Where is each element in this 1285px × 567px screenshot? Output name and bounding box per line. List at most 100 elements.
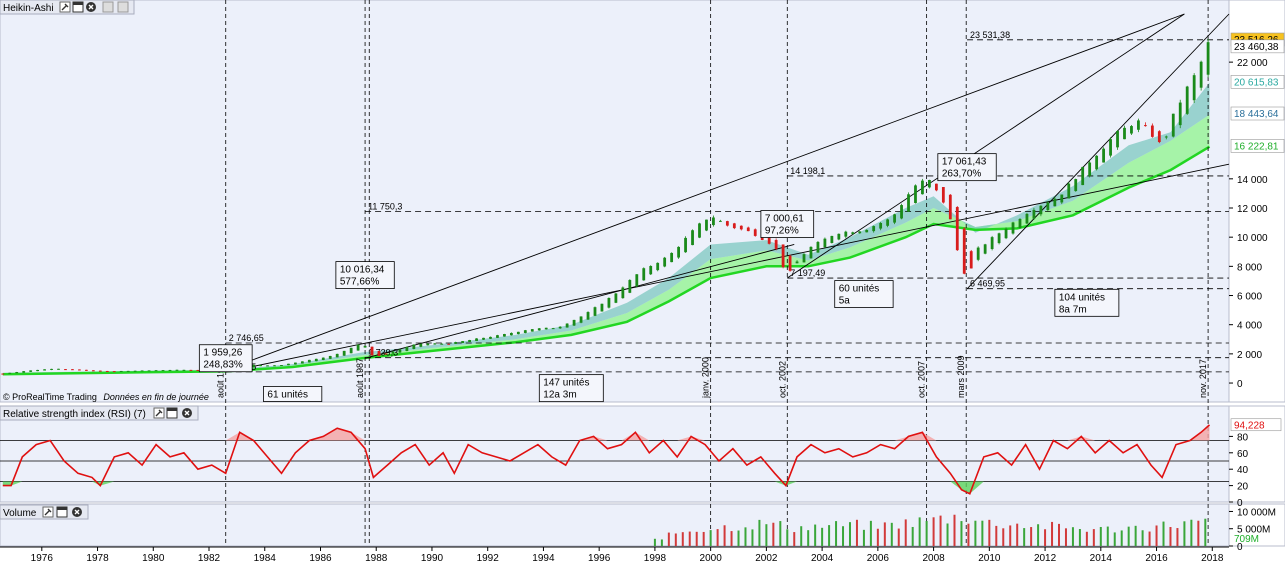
volume-bar [730, 531, 733, 546]
ha-candle-body [907, 194, 910, 212]
ha-candle-body [670, 252, 674, 263]
ha-candle-body [1150, 125, 1154, 137]
ha-candle-body [1109, 139, 1112, 156]
ha-candle-body [175, 369, 179, 371]
ha-candle-body [900, 205, 903, 219]
ha-candle-body [1074, 179, 1078, 192]
annotation-text: 61 unités [267, 389, 308, 400]
ha-candle-body [830, 235, 834, 243]
volume-bar [1037, 524, 1040, 546]
ha-candle-body [314, 358, 318, 362]
annotation-box [937, 153, 997, 182]
volume-bar [688, 531, 691, 546]
ha-candle-body [1039, 205, 1043, 215]
wrench-icon[interactable] [153, 407, 165, 419]
ha-candle-body [614, 293, 618, 303]
volume-bar [855, 519, 858, 546]
ha-candle-body [273, 365, 276, 367]
ha-candle-body [565, 323, 569, 328]
ha-candle-body [440, 343, 444, 345]
close-icon[interactable] [72, 507, 82, 517]
volume-bar [723, 525, 726, 546]
ha-candle-body [461, 341, 465, 343]
annotation-box [760, 210, 815, 238]
ha-candle-body [684, 237, 687, 253]
ha-candle-body [928, 179, 931, 188]
window-icon[interactable] [72, 1, 84, 13]
ha-candle-body [865, 229, 869, 233]
volume-bar [709, 530, 712, 546]
ha-candle-body [962, 228, 966, 274]
close-icon[interactable] [86, 2, 96, 12]
ha-candle-body [823, 238, 827, 248]
ha-candle-body [252, 364, 256, 368]
volume-bar [925, 520, 928, 546]
volume-bar [911, 526, 914, 546]
ha-candle-body [558, 326, 562, 329]
ha-candle-body [649, 266, 653, 275]
ha-candle-body [879, 223, 883, 229]
volume-bar [1155, 525, 1158, 546]
price-panel-header: Heikin-Ashi [0, 0, 135, 15]
volume-bar [779, 521, 782, 546]
volume-bar [967, 523, 970, 546]
ha-candle-body [356, 344, 360, 351]
time-axis-label: 2002 [755, 553, 778, 564]
ha-candle-body [1067, 183, 1071, 199]
gear-icon[interactable] [102, 1, 114, 13]
time-axis-label: 2012 [1034, 553, 1057, 564]
time-axis-label: 2008 [922, 553, 945, 564]
annotation-text: 263,70% [942, 169, 982, 180]
ha-candle-body [1130, 126, 1133, 134]
reference-line-label: 2 746,65 [229, 333, 264, 343]
volume-bar [848, 522, 851, 546]
volume-bar [883, 522, 886, 546]
volume-bar [681, 532, 684, 546]
annotation-text: 60 unités [839, 284, 880, 295]
ha-candle-body [43, 369, 46, 371]
ha-candle-body [91, 370, 95, 372]
wrench-icon[interactable] [42, 506, 54, 518]
ha-candle-body [572, 319, 576, 326]
volume-bar [1169, 527, 1172, 546]
ha-candle-body [816, 241, 820, 253]
ha-candle-body [983, 244, 987, 254]
annotation-box [198, 344, 253, 373]
wrench-icon[interactable] [59, 1, 71, 13]
ha-candle-body [844, 231, 848, 237]
price-axis-label: 6 000 [1237, 292, 1262, 303]
ha-candle-body [363, 345, 367, 348]
settings-icon[interactable] [117, 1, 129, 13]
window-icon[interactable] [56, 506, 68, 518]
volume-bar [1162, 521, 1165, 546]
close-icon[interactable] [182, 408, 192, 418]
ha-candle-body [990, 237, 994, 250]
ha-candle-body [753, 229, 757, 236]
ha-candle-body [746, 227, 750, 232]
volume-bar [988, 519, 991, 546]
ha-candle-body [1116, 130, 1119, 148]
annotation-text: 10 016,34 [340, 265, 385, 276]
ha-candle-body [837, 233, 841, 240]
time-axis-label: 2004 [811, 553, 834, 564]
time-axis-label: 2010 [978, 553, 1001, 564]
date-marker-label: août 1987 [355, 358, 365, 398]
ha-candle-body [133, 370, 137, 372]
volume-bar [821, 527, 824, 546]
ha-candle-body [691, 230, 694, 246]
ha-candle-body [509, 332, 513, 336]
time-axis-label: 2000 [700, 553, 723, 564]
ha-candle-body [1060, 194, 1064, 203]
ha-candle-body [391, 351, 395, 354]
volume-bar [1051, 521, 1054, 546]
window-icon[interactable] [166, 407, 178, 419]
time-axis-label: 1986 [309, 553, 332, 564]
rsi-panel-title: Relative strength index (RSI) (7) [3, 409, 146, 420]
annotation-text: 97,26% [765, 226, 799, 237]
volume-bar [1113, 532, 1116, 546]
ha-candle-body [788, 255, 792, 271]
date-marker-label: oct. 2007 [917, 361, 927, 398]
volume-bar [862, 529, 865, 546]
ha-candle-body [600, 303, 604, 312]
rsi-axis-label: 40 [1237, 465, 1249, 476]
